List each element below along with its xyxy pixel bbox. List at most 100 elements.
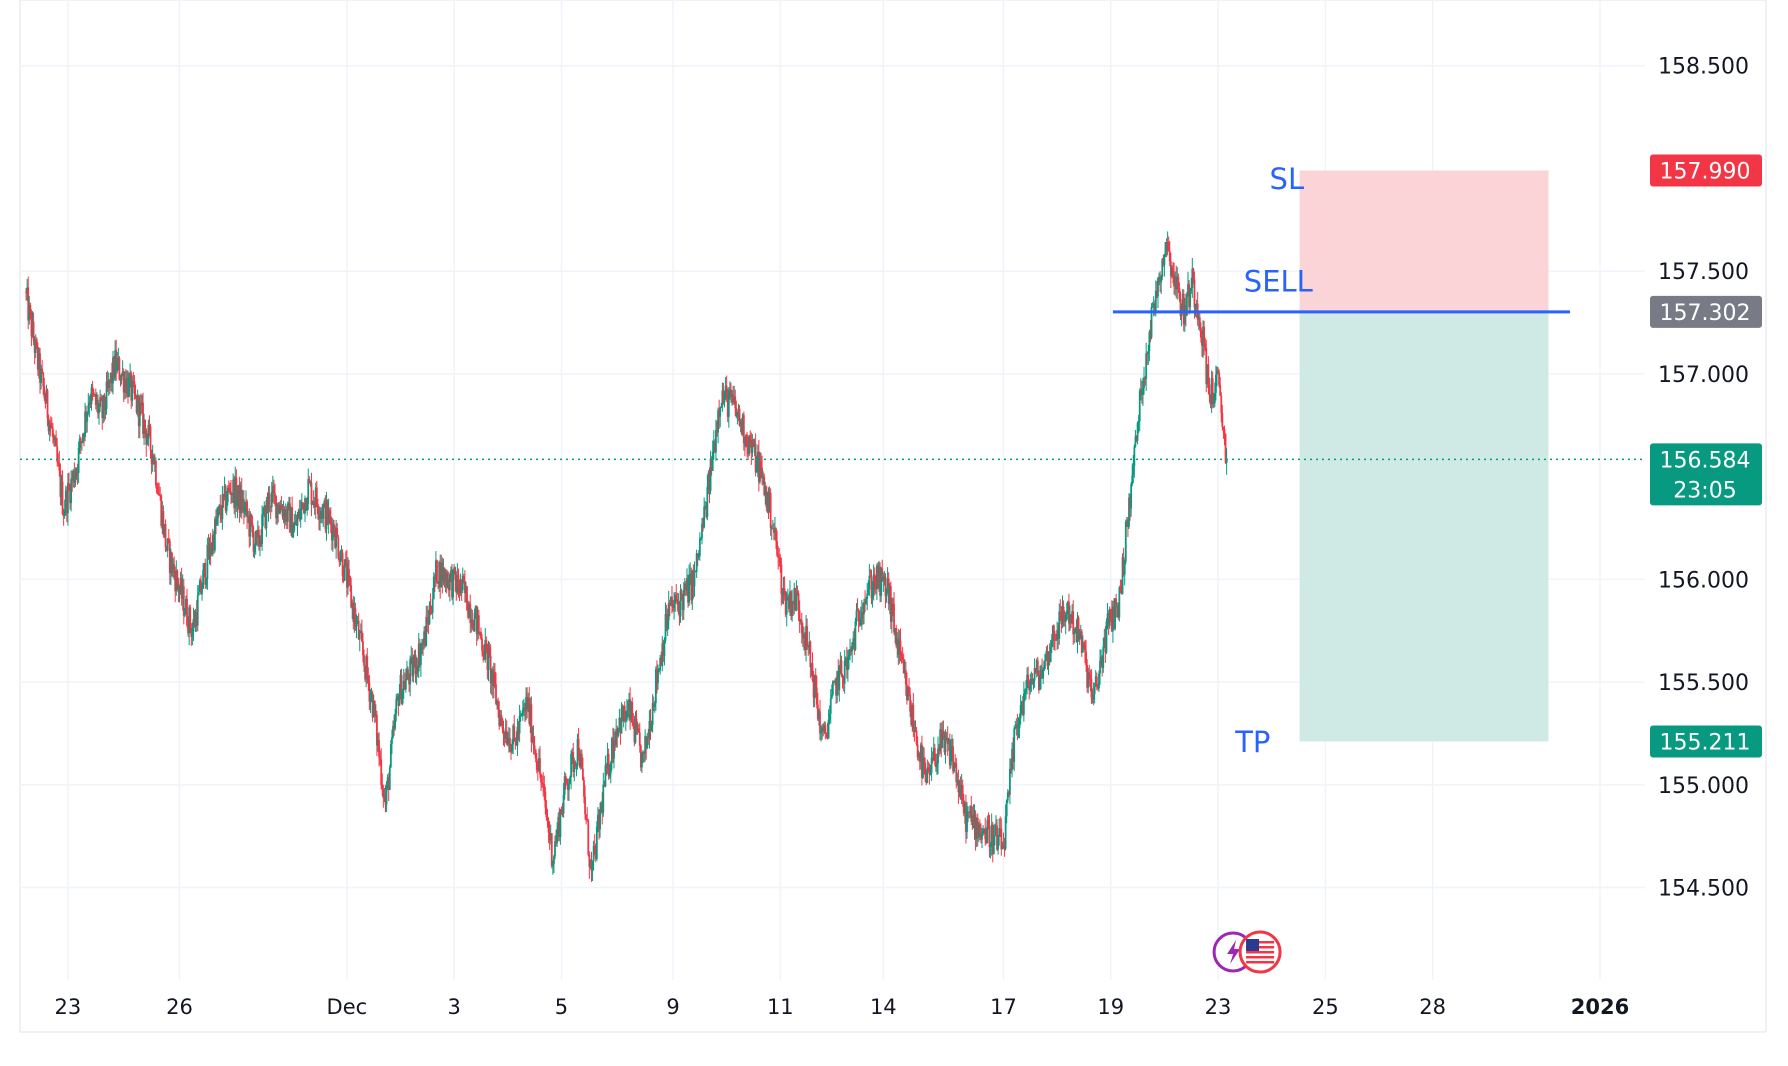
- candle: [209, 533, 212, 566]
- candle: [509, 727, 511, 753]
- candle: [1222, 426, 1225, 439]
- candle: [85, 405, 88, 434]
- candle: [784, 591, 787, 618]
- candle: [881, 559, 884, 582]
- candle: [642, 749, 644, 764]
- candle: [560, 806, 563, 816]
- candle: [479, 631, 481, 636]
- candle: [293, 513, 296, 533]
- candle: [539, 746, 541, 779]
- candle: [877, 562, 879, 590]
- candle: [1219, 376, 1222, 397]
- x-axis[interactable]: 23 26 Dec 3 5 9 11 14 17 19 23 25 28 2026: [55, 995, 1630, 1019]
- candle: [363, 649, 365, 672]
- candle: [592, 840, 595, 871]
- candle: [825, 732, 828, 739]
- candle: [546, 809, 549, 828]
- stop-loss-zone[interactable]: [1299, 170, 1549, 312]
- candle: [527, 692, 530, 713]
- candle: [925, 769, 928, 786]
- candle: [438, 560, 441, 593]
- candle: [178, 585, 181, 603]
- candle: [631, 697, 634, 727]
- candle: [1216, 366, 1218, 387]
- candle: [489, 644, 492, 694]
- candle: [413, 650, 416, 668]
- candle: [141, 394, 143, 414]
- candle: [698, 532, 701, 561]
- candle: [1155, 281, 1158, 299]
- candle: [904, 661, 907, 697]
- candle: [911, 702, 914, 732]
- candle: [847, 649, 849, 682]
- candle: [353, 596, 356, 633]
- candle: [404, 668, 407, 693]
- candle: [1221, 404, 1224, 431]
- candle: [765, 485, 768, 512]
- candle: [1123, 559, 1126, 586]
- candle: [116, 351, 119, 374]
- candle: [50, 417, 53, 429]
- candle: [181, 574, 184, 611]
- candle: [719, 406, 722, 428]
- candle: [902, 653, 905, 674]
- candle: [1187, 271, 1189, 297]
- candle: [238, 476, 241, 523]
- candle: [662, 639, 665, 662]
- candle: [411, 648, 414, 682]
- candle: [394, 708, 397, 731]
- candle: [392, 720, 394, 739]
- candle: [986, 815, 989, 844]
- position-zones[interactable]: [1299, 170, 1549, 742]
- candle: [325, 491, 328, 541]
- candle: [180, 567, 183, 606]
- candle: [700, 536, 702, 541]
- current-price-badge: 156.584 23:05: [1650, 443, 1762, 506]
- candle: [229, 482, 231, 495]
- candle: [1051, 625, 1054, 648]
- candle: [668, 599, 671, 617]
- price-lines[interactable]: [20, 310, 1645, 461]
- event-icons[interactable]: [1212, 930, 1282, 974]
- candle: [789, 580, 791, 616]
- candle: [763, 473, 766, 497]
- candle: [1122, 547, 1125, 577]
- candle: [482, 644, 485, 663]
- candle: [480, 627, 482, 641]
- candle: [517, 720, 520, 741]
- candle: [429, 593, 432, 616]
- candle: [119, 375, 122, 387]
- candle: [34, 334, 37, 359]
- candle: [451, 563, 453, 601]
- candle: [1001, 841, 1004, 850]
- candle: [597, 807, 599, 833]
- candle: [28, 295, 31, 325]
- candle: [372, 694, 375, 718]
- candle: [1014, 721, 1017, 730]
- candle: [206, 537, 209, 590]
- candle: [1198, 312, 1201, 332]
- candle: [1157, 276, 1159, 309]
- candle: [1083, 641, 1085, 650]
- candle: [1180, 303, 1183, 327]
- candle: [1127, 517, 1129, 538]
- candle: [595, 821, 598, 861]
- candle: [46, 388, 49, 427]
- candle: [322, 503, 325, 528]
- us-flag-icon[interactable]: [1238, 930, 1282, 974]
- candle: [328, 507, 331, 525]
- candle: [532, 725, 535, 755]
- y-axis[interactable]: 158.500 157.500 157.000 156.000 155.500 155.0…: [1658, 55, 1749, 902]
- candle: [772, 523, 775, 541]
- candle: [1161, 257, 1164, 281]
- candle: [1150, 303, 1153, 340]
- candle: [1027, 666, 1030, 689]
- candle: [59, 463, 62, 506]
- candle: [654, 666, 657, 711]
- candle: [793, 582, 796, 615]
- candle: [1095, 672, 1098, 691]
- candle: [696, 553, 699, 567]
- candle: [483, 644, 486, 661]
- take-profit-zone[interactable]: [1299, 311, 1549, 742]
